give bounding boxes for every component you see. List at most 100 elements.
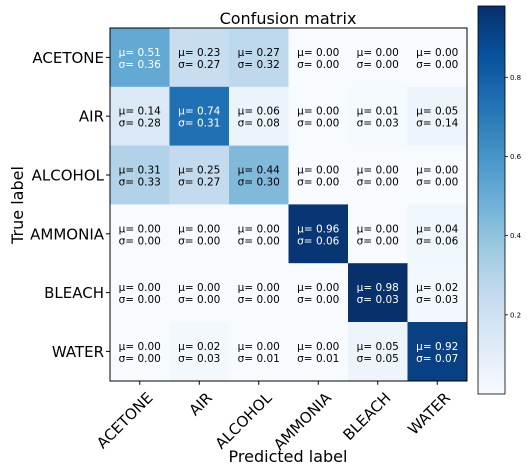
y-tick-label: BLEACH: [44, 284, 104, 302]
heatmap-cell: [348, 263, 408, 323]
cell-mean-label: μ= 0.98: [357, 282, 399, 294]
cell-std-label: σ= 0.33: [119, 177, 161, 189]
cell-mean-label: μ= 0.00: [297, 165, 339, 177]
cell-std-label: σ= 0.27: [178, 177, 220, 189]
heatmap-cell: [169, 145, 230, 205]
cell-std-label: σ= 0.30: [238, 177, 280, 189]
cell-mean-label: μ= 0.51: [119, 47, 161, 59]
cell-std-label: σ= 0.01: [297, 353, 339, 365]
cell-std-label: σ= 0.00: [297, 177, 339, 189]
heatmap-cell: [110, 263, 170, 323]
heatmap-cell: [288, 28, 349, 88]
cell-std-label: σ= 0.00: [357, 177, 399, 189]
cell-mean-label: μ= 0.02: [416, 282, 458, 294]
cell-std-label: σ= 0.07: [416, 353, 458, 365]
cell-std-label: σ= 0.00: [416, 177, 458, 189]
colorbar-gradient: [477, 5, 506, 395]
heatmap-cell: [288, 86, 349, 147]
cell-mean-label: μ= 0.00: [357, 47, 399, 59]
colorbar-tick-label: 0.4: [510, 232, 522, 240]
cell-std-label: σ= 0.00: [119, 294, 161, 306]
x-axis-label: Predicted label: [229, 447, 348, 466]
cell-mean-label: μ= 0.31: [119, 165, 161, 177]
heatmap-cell: [288, 145, 349, 205]
cell-std-label: σ= 0.00: [357, 235, 399, 247]
x-tick-label: BLEACH: [339, 389, 394, 444]
heatmap-cell: [229, 145, 289, 205]
heatmap-cell: [110, 145, 170, 205]
heatmap-cell: [229, 204, 289, 264]
cell-std-label: σ= 0.00: [416, 59, 458, 71]
cell-std-label: σ= 0.00: [297, 118, 339, 130]
cell-mean-label: μ= 0.00: [297, 106, 339, 118]
cell-std-label: σ= 0.05: [357, 353, 399, 365]
heatmap-cell: [169, 28, 230, 88]
cell-mean-label: μ= 0.00: [178, 282, 220, 294]
heatmap-cell: [407, 322, 468, 382]
cell-std-label: σ= 0.00: [178, 294, 220, 306]
cell-std-label: σ= 0.14: [416, 118, 458, 130]
heatmap-cells: μ= 0.51σ= 0.36μ= 0.23σ= 0.27μ= 0.27σ= 0.…: [110, 28, 468, 382]
heatmap-cell: [169, 86, 230, 147]
colorbar-tick-label: 0.2: [510, 311, 521, 319]
cell-mean-label: μ= 0.04: [416, 223, 459, 235]
heatmap-cell: [288, 322, 349, 382]
x-tick-label: ALCOHOL: [212, 388, 276, 452]
heatmap-cell: [110, 28, 170, 88]
x-tick-label: ACETONE: [93, 389, 156, 452]
heatmap-cell: [407, 28, 468, 88]
cell-mean-label: μ= 0.00: [416, 47, 458, 59]
cell-mean-label: μ= 0.00: [416, 165, 458, 177]
heatmap-cell: [229, 322, 289, 382]
cell-mean-label: μ= 0.00: [119, 341, 161, 353]
cell-std-label: σ= 0.00: [297, 59, 339, 71]
heatmap-cell: [407, 263, 468, 323]
cell-mean-label: μ= 0.00: [297, 282, 339, 294]
cell-mean-label: μ= 0.00: [119, 282, 161, 294]
cell-mean-label: μ= 0.92: [416, 341, 458, 353]
heatmap-cell: [110, 86, 170, 147]
heatmap-cell: [288, 204, 349, 264]
heatmap-cell: [348, 28, 408, 88]
cell-std-label: σ= 0.08: [238, 118, 280, 130]
y-axis-label: True label: [8, 166, 27, 245]
cell-mean-label: μ= 0.96: [297, 223, 340, 235]
heatmap-cell: [288, 263, 349, 323]
heatmap-cell: [110, 322, 170, 382]
cell-std-label: σ= 0.06: [297, 235, 339, 247]
cell-mean-label: μ= 0.00: [238, 223, 280, 235]
cell-std-label: σ= 0.36: [119, 59, 161, 71]
cell-mean-label: μ= 0.74: [178, 106, 221, 118]
cell-mean-label: μ= 0.06: [238, 106, 281, 118]
cell-std-label: σ= 0.28: [119, 118, 161, 130]
y-tick-label: ACETONE: [32, 49, 104, 67]
heatmap-cell: [407, 204, 468, 264]
heatmap-cell: [169, 263, 230, 323]
x-tick-label: AMMONIA: [270, 388, 335, 453]
cell-mean-label: μ= 0.02: [178, 341, 220, 353]
cell-std-label: σ= 0.00: [238, 235, 280, 247]
heatmap-cell: [229, 263, 289, 323]
heatmap-cell: [169, 204, 230, 264]
heatmap-cell: [348, 322, 408, 382]
heatmap-cell: [169, 322, 230, 382]
heatmap-cell: [407, 86, 468, 147]
cell-mean-label: μ= 0.00: [119, 223, 161, 235]
cell-mean-label: μ= 0.00: [357, 223, 399, 235]
cell-mean-label: μ= 0.23: [178, 47, 220, 59]
chart-title: Confusion matrix: [220, 9, 357, 28]
y-tick-label: ALCOHOL: [32, 167, 105, 185]
heatmap-cell: [348, 145, 408, 205]
cell-std-label: σ= 0.31: [178, 118, 220, 130]
cell-mean-label: μ= 0.01: [357, 106, 399, 118]
cell-mean-label: μ= 0.00: [297, 341, 339, 353]
y-tick-labels: ACETONE AIR ALCOHOL AMMONIA BLEACH WATER: [30, 49, 110, 361]
heatmap-cell: [229, 28, 289, 88]
cell-mean-label: μ= 0.25: [178, 165, 220, 177]
cell-mean-label: μ= 0.14: [119, 106, 162, 118]
colorbar-tick-label: 0.6: [510, 153, 522, 161]
cell-mean-label: μ= 0.00: [238, 341, 280, 353]
cell-std-label: σ= 0.03: [178, 353, 220, 365]
heatmap-cell: [348, 204, 408, 264]
